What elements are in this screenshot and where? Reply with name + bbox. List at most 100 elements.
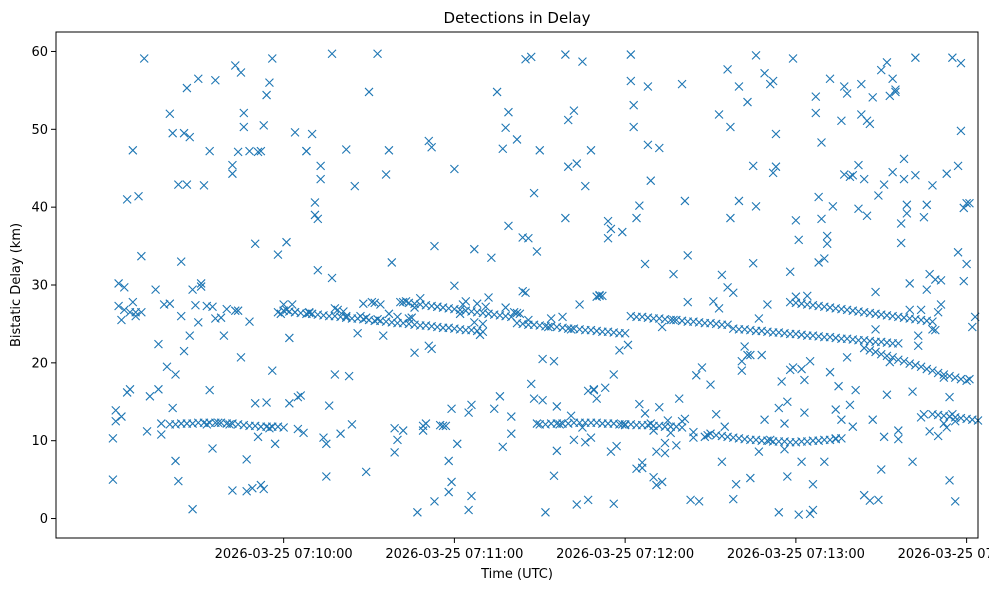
detection-point: [902, 208, 912, 218]
detection-point: [671, 440, 681, 450]
detection-point: [891, 87, 900, 97]
detection-point: [287, 300, 297, 309]
detection-point: [768, 168, 778, 178]
detection-point: [321, 472, 331, 481]
detection-point: [700, 432, 710, 442]
detection-point: [837, 116, 846, 126]
detection-point: [293, 392, 303, 402]
detection-point: [893, 355, 903, 365]
detection-point: [228, 160, 237, 170]
detection-point: [754, 447, 764, 456]
detection-point: [839, 170, 849, 179]
detection-point: [965, 374, 974, 384]
detection-point: [262, 398, 271, 407]
detection-point: [256, 480, 266, 490]
detection-point: [236, 68, 246, 77]
detection-point: [407, 313, 417, 323]
detection-point: [410, 348, 419, 358]
detection-point: [774, 403, 784, 413]
detection-point: [193, 317, 203, 327]
chart-title: Detections in Delay: [444, 9, 591, 27]
detection-point: [726, 213, 735, 223]
detection-point: [771, 129, 781, 139]
detection-point: [210, 75, 220, 85]
detection-point: [327, 49, 337, 59]
detection-point: [560, 213, 570, 223]
detection-point: [108, 433, 118, 443]
detection-point: [950, 416, 960, 426]
detection-point: [304, 307, 314, 317]
detection-point: [893, 434, 903, 444]
detection-point: [230, 61, 240, 70]
detection-point: [626, 50, 636, 59]
detection-point: [708, 296, 718, 306]
detection-point: [717, 457, 727, 467]
detection-point: [529, 188, 539, 198]
detection-point: [193, 74, 203, 84]
detection-point: [728, 494, 738, 504]
detection-point: [916, 305, 926, 315]
detection-point: [515, 309, 525, 319]
detection-point: [578, 423, 587, 432]
detection-point: [228, 486, 237, 495]
detection-point: [763, 300, 772, 309]
detection-point: [797, 364, 806, 374]
detection-point: [928, 317, 937, 326]
detection-point: [273, 307, 283, 317]
detection-point: [717, 270, 727, 280]
detection-point: [600, 383, 610, 393]
detection-point: [316, 161, 326, 171]
detection-point: [532, 419, 542, 428]
detection-point: [347, 419, 357, 429]
detection-point: [327, 273, 337, 283]
detection-point: [691, 370, 701, 380]
detection-point: [711, 409, 721, 419]
detection-point: [828, 201, 838, 211]
detection-point: [805, 356, 815, 366]
detection-point: [521, 54, 530, 64]
detection-point: [566, 411, 576, 421]
detection-point: [333, 305, 343, 315]
detection-point: [501, 303, 511, 312]
detection-point: [652, 480, 661, 490]
detection-point: [506, 429, 516, 439]
y-axis-label: Bistatic Delay (km): [9, 223, 24, 347]
detection-point: [481, 302, 491, 312]
detection-point: [757, 350, 767, 360]
detection-point: [885, 357, 895, 367]
detection-point: [583, 495, 593, 505]
detection-point: [751, 50, 761, 60]
detection-point: [865, 119, 875, 129]
detection-point: [643, 82, 653, 91]
detection-point: [444, 456, 454, 466]
detection-point: [188, 285, 197, 295]
detection-point: [586, 433, 596, 442]
detection-point: [430, 241, 439, 251]
detection-point: [253, 147, 263, 157]
detection-point: [284, 333, 294, 343]
detection-point: [128, 297, 138, 307]
detection-point: [677, 423, 687, 432]
detection-point: [956, 374, 966, 384]
detection-point: [874, 191, 883, 200]
detection-point: [131, 311, 141, 321]
detection-point: [714, 110, 724, 119]
detection-point: [876, 465, 886, 474]
detection-point: [450, 164, 459, 174]
detection-point: [202, 419, 212, 429]
detection-point: [566, 324, 576, 334]
detection-point: [882, 351, 892, 361]
detection-point: [674, 394, 684, 404]
detection-point: [205, 385, 215, 395]
detection-point: [950, 497, 960, 506]
detection-point: [669, 269, 678, 279]
detection-point: [609, 370, 619, 379]
detection-point: [851, 385, 861, 395]
detection-point: [663, 416, 673, 425]
detection-point: [267, 54, 277, 63]
detection-point: [247, 483, 257, 493]
detection-point: [478, 319, 488, 329]
detection-point: [893, 426, 903, 435]
detection-point: [526, 379, 536, 389]
y-tick-label: 50: [31, 123, 48, 138]
